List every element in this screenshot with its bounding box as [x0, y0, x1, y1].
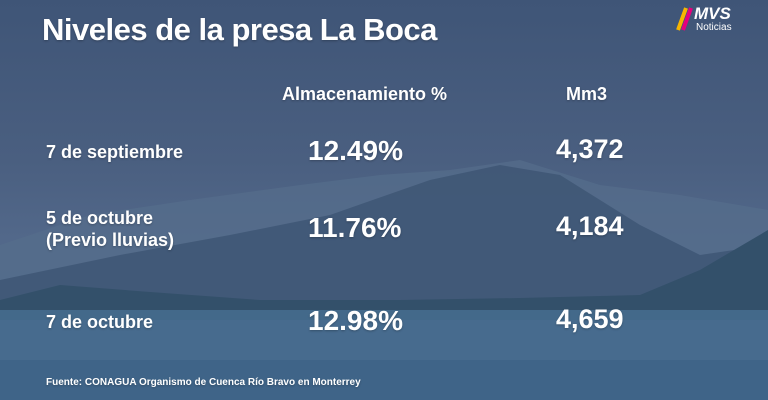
- storage-value: 12.98%: [308, 305, 403, 336]
- storage-value: 12.49%: [308, 135, 403, 166]
- volume-value: 4,372: [556, 134, 624, 164]
- column-header: Almacenamiento %: [282, 84, 448, 104]
- logo-mark: [676, 7, 693, 31]
- volume-value: 4,184: [556, 211, 624, 241]
- row-label: 7 de octubre: [46, 312, 154, 332]
- title: Niveles de la presa La Boca: [42, 12, 437, 47]
- volume-value: 4,659: [556, 304, 624, 334]
- logo: MVS Noticias: [674, 4, 754, 36]
- logo-subtitle: Noticias: [696, 22, 732, 33]
- storage-value: 11.76%: [308, 212, 402, 243]
- row-label: 5 de octubre: [46, 208, 154, 228]
- logo-brand: MVS: [694, 4, 731, 23]
- row-label: (Previo lluvias): [46, 230, 175, 250]
- column-header: Mm3: [566, 84, 608, 104]
- row-label: 7 de septiembre: [46, 142, 184, 162]
- source: Fuente: CONAGUA Organismo de Cuenca Río …: [46, 377, 361, 388]
